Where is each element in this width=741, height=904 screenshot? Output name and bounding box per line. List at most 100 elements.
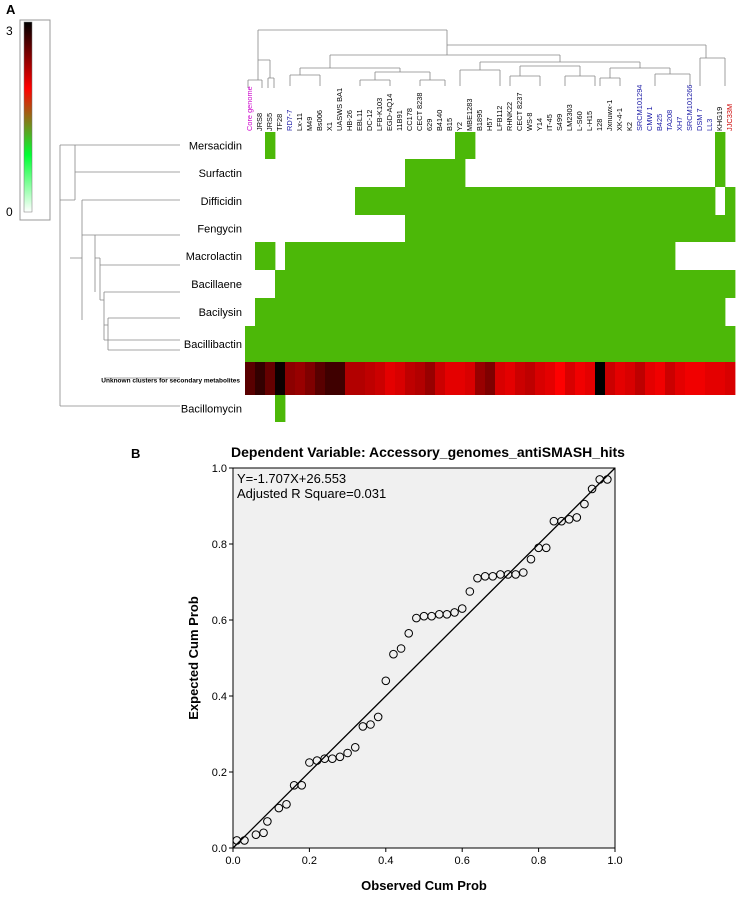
strain-label: CECT 8237 [515, 93, 524, 131]
legend-frame [19, 19, 51, 221]
pp-plot-title: Dependent Variable: Accessory_genomes_an… [231, 444, 625, 460]
presence-block [355, 187, 716, 215]
strain-label: B425 [655, 114, 664, 131]
strain-label: DSM 7 [695, 108, 704, 131]
heat-cell [485, 362, 496, 395]
heat-cell [615, 362, 626, 395]
strain-label: 629 [425, 119, 434, 131]
heat-cell [455, 362, 466, 395]
heat-cell [255, 362, 266, 395]
presence-block [275, 395, 286, 422]
y-tick-label: 0.6 [212, 615, 227, 627]
heat-cell [625, 362, 636, 395]
cluster-dendrogram [59, 144, 180, 407]
heat-cell [465, 362, 476, 395]
data-point [366, 720, 375, 729]
regression-equation: Y=-1.707X+26.553 [237, 471, 346, 486]
presence-block [725, 187, 736, 215]
strain-label: JRS5 [265, 113, 274, 131]
heat-cell [535, 362, 546, 395]
heat-cell [375, 362, 386, 395]
heat-cell [245, 362, 256, 395]
heat-cell [725, 362, 736, 395]
strain-label: WS-8 [525, 113, 534, 131]
heat-cell [335, 362, 346, 395]
heat-cell [515, 362, 526, 395]
cluster-label: Bacillibactin [184, 339, 242, 351]
x-axis-label: Observed Cum Prob [361, 878, 487, 893]
strain-label: HB-26 [345, 110, 354, 131]
strain-label: CMW 1 [645, 106, 654, 131]
heat-cell [645, 362, 656, 395]
cluster-label: Surfactin [199, 168, 242, 180]
data-point [526, 554, 536, 564]
cluster-label: Bacilysin [199, 307, 242, 319]
strain-label: EBL11 [355, 109, 364, 131]
data-point [297, 781, 307, 790]
strain-label: LM2303 [565, 104, 574, 131]
x-tick-label: 0.8 [531, 855, 546, 867]
cluster-label: Mersacidin [189, 141, 242, 153]
data-point [343, 748, 352, 758]
pp-axes: 0.0 0.2 0.4 0.6 0.8 1.0 0.0 0.2 0.4 0.6 0.8 1.0 [212, 463, 623, 867]
adjusted-r-square: Adjusted R Square=0.031 [237, 486, 386, 501]
strain-label: Core genome [245, 86, 254, 131]
strain-label: UASWS BA1 [335, 88, 344, 131]
data-point [274, 803, 284, 813]
legend-gradient-bar [23, 21, 33, 213]
strain-dendrogram [247, 29, 726, 88]
heat-cell [555, 362, 566, 395]
strain-label: XH7 [675, 117, 684, 131]
strain-label: Jxnuwx-1 [605, 100, 614, 131]
reference-line [232, 467, 616, 849]
data-point [263, 817, 272, 826]
cluster-label: Macrolactin [186, 251, 242, 263]
heat-cell [575, 362, 586, 395]
strain-label: KHG19 [715, 107, 724, 131]
x-tick-label: 0.6 [455, 855, 470, 867]
strain-label: CECT 8238 [415, 93, 424, 131]
strain-label: S499 [555, 114, 564, 131]
data-point [240, 836, 249, 845]
y-tick-label: 0.2 [212, 767, 227, 779]
strain-label: JJC33M [725, 104, 734, 131]
strain-labels: Core genome JRS8 JRS5 TF28 RD7-7 Lx-11 M49 Bs00… [245, 85, 734, 131]
heat-cell [445, 362, 456, 395]
data-point [373, 712, 383, 722]
heat-cell [275, 362, 286, 395]
strain-label: IT-45 [545, 114, 554, 131]
strain-label: B1895 [475, 110, 484, 131]
presence-block [715, 132, 726, 159]
heat-cell [315, 362, 326, 395]
presence-block [275, 270, 736, 298]
presence-block [715, 159, 726, 187]
heat-cell [505, 362, 516, 395]
heat-cell [305, 362, 316, 395]
data-point [465, 587, 475, 596]
legend-min-label: 0 [6, 205, 13, 219]
strain-label: SRCM101294 [635, 85, 644, 131]
cluster-label: Unknown clusters for secondary metabolit… [101, 378, 240, 385]
y-tick-label: 0.0 [212, 843, 227, 855]
data-point [282, 800, 291, 809]
heat-cell [675, 362, 686, 395]
heat-cell [385, 362, 396, 395]
heat-cell [325, 362, 336, 395]
strain-label: L-S60 [575, 111, 584, 131]
presence-block [245, 326, 736, 362]
presence-block [455, 132, 476, 159]
x-tick-label: 1.0 [607, 855, 622, 867]
heat-cell [285, 362, 296, 395]
x-tick-label: 0.2 [302, 855, 317, 867]
presence-block [405, 215, 736, 242]
panel-a-label: A [6, 2, 16, 17]
heat-cell [595, 362, 606, 395]
cluster-label: Difficidin [201, 196, 242, 208]
strain-label: LFB112 [495, 106, 504, 131]
heat-cell [635, 362, 646, 395]
data-point [580, 499, 589, 509]
cluster-label: Bacillomycin [181, 404, 242, 416]
heat-cell [365, 362, 376, 395]
data-point [350, 743, 360, 752]
